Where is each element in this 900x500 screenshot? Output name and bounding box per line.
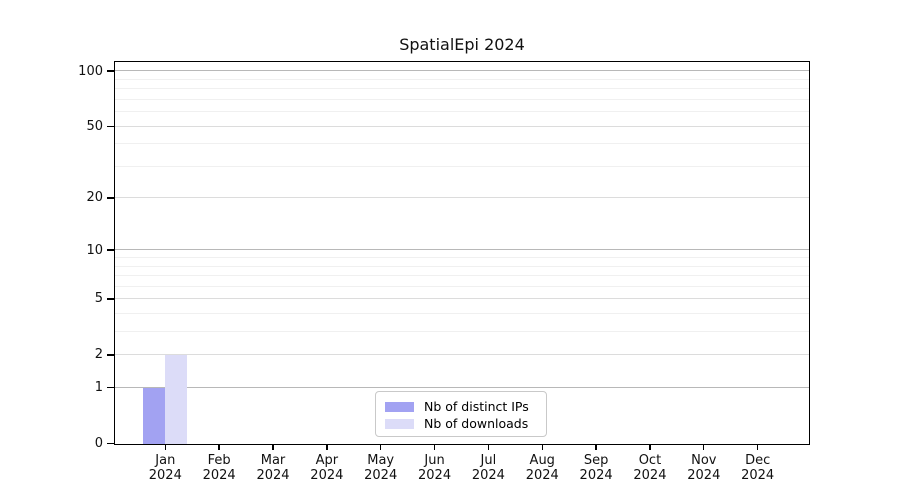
- x-tick-aug: [541, 444, 543, 450]
- legend: Nb of distinct IPs Nb of downloads: [375, 391, 547, 437]
- x-tick-label-feb: Feb 2024: [202, 453, 236, 483]
- x-tick-jul: [487, 444, 490, 450]
- legend-label-downloads: Nb of downloads: [424, 415, 529, 431]
- y-tick-label-1: 1: [94, 380, 103, 396]
- x-tick-may: [380, 444, 382, 450]
- legend-label-distinct-ips: Nb of distinct IPs: [424, 398, 529, 414]
- gridline-8: [115, 265, 809, 267]
- legend-swatch-distinct-ips: [385, 401, 414, 412]
- x-tick-label-nov: Nov 2024: [687, 453, 721, 483]
- x-tick-label-jan: Jan 2024: [148, 453, 182, 483]
- y-tick-5: [107, 298, 114, 300]
- legend-item-distinct-ips: Nb of distinct IPs: [385, 398, 546, 415]
- y-tick-50: [107, 125, 114, 127]
- x-tick-label-mar: Mar 2024: [256, 453, 290, 483]
- y-tick-1: [107, 386, 114, 389]
- x-tick-label-jul: Jul 2024: [471, 453, 505, 483]
- x-tick-jun: [433, 444, 436, 450]
- x-tick-label-may: May 2024: [364, 453, 398, 483]
- x-tick-sep: [595, 444, 597, 450]
- y-tick-label-20: 20: [86, 190, 103, 206]
- gridline-5: [115, 298, 809, 300]
- gridline-4: [115, 313, 809, 315]
- chart-title: SpatialEpi 2024: [399, 35, 525, 54]
- gridline-2: [115, 354, 809, 356]
- x-tick-feb: [218, 444, 220, 450]
- gridline-70: [115, 98, 809, 100]
- y-tick-label-10: 10: [86, 242, 103, 258]
- gridline-80: [115, 88, 809, 90]
- bar-nb-of-downloads-jan: [164, 355, 187, 444]
- y-tick-20: [107, 197, 114, 199]
- y-tick-0: [107, 442, 114, 445]
- x-tick-oct: [649, 444, 651, 450]
- legend-swatch-downloads: [385, 418, 414, 429]
- gridline-20: [115, 197, 809, 199]
- gridline-1: [115, 387, 809, 389]
- x-tick-label-apr: Apr 2024: [310, 453, 344, 483]
- x-tick-nov: [703, 444, 705, 450]
- gridline-10: [115, 249, 809, 251]
- legend-item-downloads: Nb of downloads: [385, 415, 546, 432]
- y-tick-label-5: 5: [94, 291, 103, 307]
- x-tick-label-jun: Jun 2024: [418, 453, 452, 483]
- x-tick-dec: [756, 444, 759, 450]
- bar-nb-of-distinct-ips-jan: [142, 388, 165, 444]
- gridline-9: [115, 257, 809, 259]
- gridline-100: [115, 70, 809, 72]
- y-tick-2: [107, 354, 114, 356]
- gridline-50: [115, 125, 809, 127]
- y-tick-100: [107, 70, 114, 72]
- x-tick-jan: [164, 444, 166, 450]
- y-tick-label-100: 100: [78, 63, 103, 79]
- y-tick-label-50: 50: [86, 118, 103, 134]
- gridline-40: [115, 143, 809, 145]
- gridline-30: [115, 165, 809, 167]
- x-tick-mar: [272, 444, 274, 450]
- gridline-60: [115, 111, 809, 113]
- gridline-3: [115, 331, 809, 333]
- x-tick-label-oct: Oct 2024: [633, 453, 667, 483]
- gridline-7: [115, 275, 809, 277]
- gridline-6: [115, 285, 809, 287]
- y-tick-label-2: 2: [94, 347, 103, 363]
- x-tick-label-dec: Dec 2024: [741, 453, 775, 483]
- x-tick-label-sep: Sep 2024: [579, 453, 613, 483]
- x-tick-label-aug: Aug 2024: [525, 453, 559, 483]
- y-tick-label-0: 0: [94, 436, 103, 452]
- y-tick-10: [107, 249, 114, 251]
- x-tick-apr: [326, 444, 328, 450]
- plot-area: [114, 61, 810, 445]
- gridline-90: [115, 78, 809, 80]
